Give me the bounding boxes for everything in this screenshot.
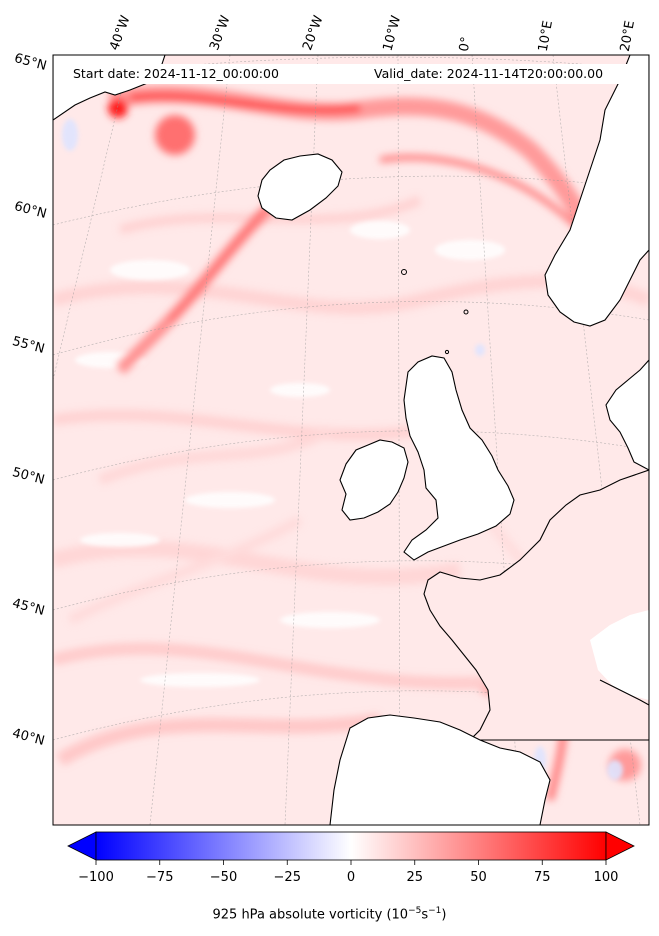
colorbar-tick-label: 75 — [533, 870, 551, 885]
colorbar-tick-label: −50 — [209, 870, 238, 885]
colorbar-tick-label: 100 — [593, 870, 619, 885]
valid-date-label: Valid_date: 2024-11-14T20:00:00.00 — [374, 66, 604, 81]
start-date-label: Start date: 2024-11-12_00:00:00 — [73, 66, 279, 81]
colorbar-tick-label: 25 — [406, 870, 424, 885]
lon-label-0: 0° — [456, 35, 475, 53]
colorbar-tick-label: −25 — [273, 870, 301, 885]
colorbar-tick-label: 50 — [470, 870, 487, 885]
colorbar-tick-label: 0 — [346, 870, 356, 885]
colorbar-label: 925 hPa absolute vorticity (10−5s−1) — [212, 906, 447, 923]
colorbar-tick-label: −75 — [146, 870, 174, 885]
colorbar-tick-label: −100 — [78, 870, 114, 885]
vorticity-field — [53, 55, 649, 825]
colorbar — [67, 831, 635, 865]
